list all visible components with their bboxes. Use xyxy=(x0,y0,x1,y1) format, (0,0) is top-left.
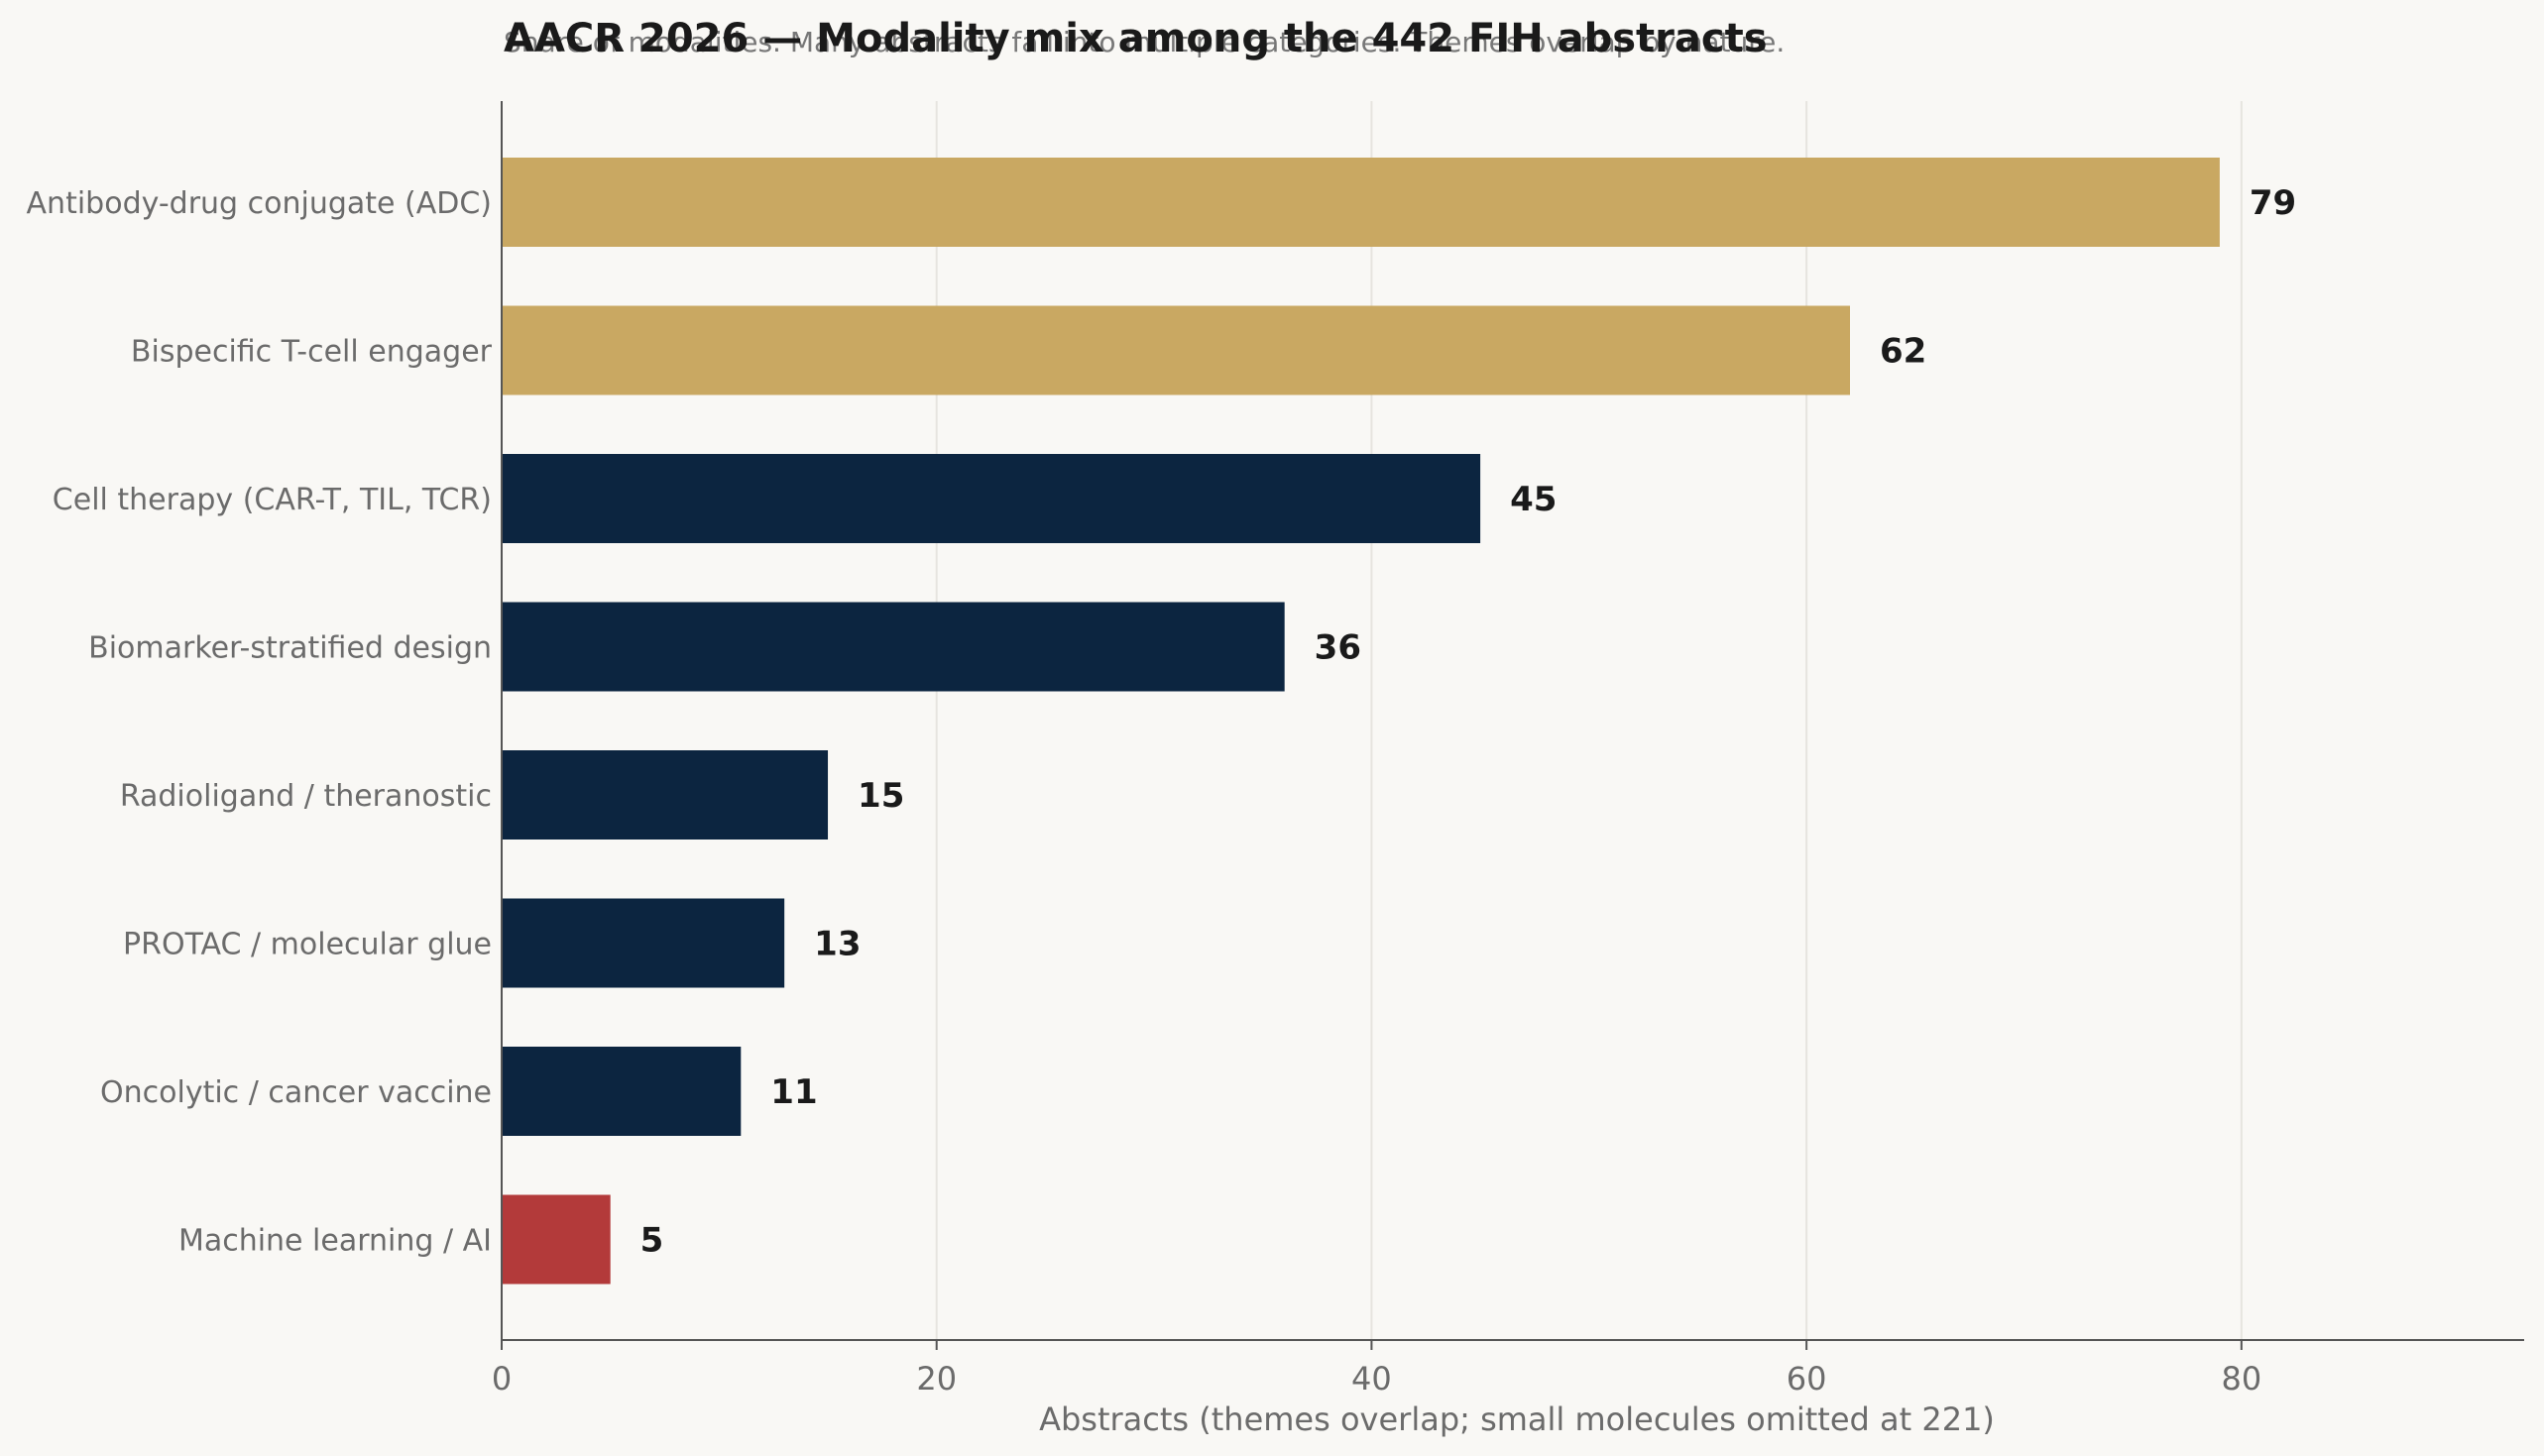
bar-2 xyxy=(502,305,1850,395)
category-label: Radioligand / theranostic xyxy=(120,779,492,814)
category-label: Bispecific T-cell engager xyxy=(131,335,493,370)
value-label: 5 xyxy=(640,1221,664,1261)
value-label: 36 xyxy=(1315,628,1361,668)
x-tick-label: 80 xyxy=(2221,1360,2261,1398)
grid-lines xyxy=(935,101,2243,1340)
x-tick-label: 20 xyxy=(916,1360,957,1398)
value-labels: 79 62 45 36 15 13 11 5 xyxy=(640,183,2297,1261)
bar-1 xyxy=(502,158,2220,247)
category-labels: Antibody-drug conjugate (ADC) Bispecific … xyxy=(27,186,493,1259)
bars xyxy=(502,158,2220,1285)
category-label: Biomarker-stratified design xyxy=(88,631,492,666)
bar-7 xyxy=(502,1047,742,1136)
bar-4 xyxy=(502,602,1285,692)
chart-title: AACR 2026 — Modality mix among the 442 F… xyxy=(504,16,1768,61)
bar-8 xyxy=(502,1194,611,1285)
x-tick-label: 60 xyxy=(1787,1360,1827,1398)
category-label: Cell therapy (CAR-T, TIL, TCR) xyxy=(53,483,492,517)
value-label: 62 xyxy=(1880,332,1926,372)
x-axis-label: Abstracts (themes overlap; small molecul… xyxy=(1039,1400,1995,1438)
category-label: Machine learning / AI xyxy=(178,1224,492,1259)
bar-3 xyxy=(502,454,1481,543)
x-tick-label: 0 xyxy=(492,1360,512,1398)
value-label: 15 xyxy=(858,776,904,816)
value-label: 45 xyxy=(1510,480,1557,519)
category-label: PROTAC / molecular glue xyxy=(123,928,492,962)
x-ticks: 0 20 40 60 80 xyxy=(492,1340,2261,1398)
category-label: Antibody-drug conjugate (ADC) xyxy=(27,186,492,221)
bar-6 xyxy=(502,898,785,988)
category-label: Oncolytic / cancer vaccine xyxy=(100,1075,492,1110)
chart-subtitle: Share of modalities. Many abstracts fall… xyxy=(504,26,1785,58)
x-tick-label: 40 xyxy=(1351,1360,1392,1398)
value-label: 11 xyxy=(770,1072,817,1112)
axes xyxy=(501,101,2524,1341)
value-label: 13 xyxy=(814,925,861,964)
bar-5 xyxy=(502,750,829,840)
value-label: 79 xyxy=(2250,183,2296,223)
